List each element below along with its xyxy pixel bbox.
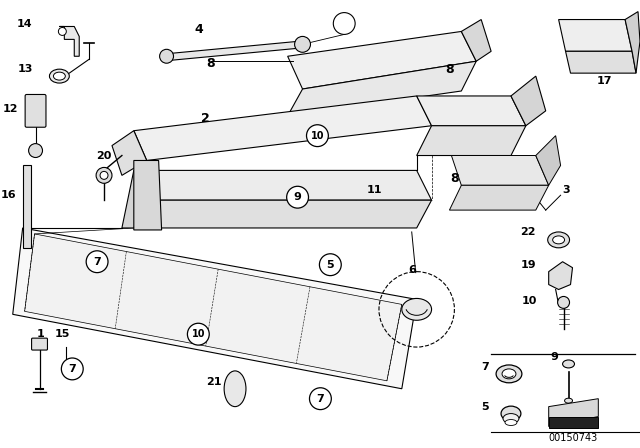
Polygon shape (548, 399, 598, 426)
Text: 9: 9 (550, 352, 559, 362)
Polygon shape (134, 96, 431, 160)
Ellipse shape (224, 371, 246, 407)
Polygon shape (172, 41, 298, 60)
Polygon shape (417, 96, 526, 126)
Text: 16: 16 (1, 190, 17, 200)
Polygon shape (24, 234, 402, 381)
Circle shape (58, 27, 67, 35)
Circle shape (319, 254, 341, 276)
Text: 19: 19 (339, 19, 350, 28)
Circle shape (86, 251, 108, 273)
Polygon shape (22, 165, 31, 248)
Text: 5: 5 (481, 401, 489, 412)
Text: 2: 2 (202, 112, 210, 125)
Text: 8: 8 (206, 57, 214, 70)
Polygon shape (511, 76, 546, 126)
FancyBboxPatch shape (25, 95, 46, 127)
Polygon shape (451, 155, 548, 185)
Text: 12: 12 (3, 104, 19, 114)
Polygon shape (536, 136, 561, 185)
Text: 20: 20 (97, 151, 112, 160)
Circle shape (159, 49, 173, 63)
Polygon shape (287, 31, 476, 89)
Ellipse shape (53, 72, 65, 80)
Text: 7: 7 (68, 364, 76, 374)
Ellipse shape (503, 414, 519, 423)
Text: 8: 8 (445, 63, 454, 76)
Circle shape (294, 36, 310, 52)
Text: 9: 9 (294, 192, 301, 202)
Polygon shape (548, 417, 598, 428)
Text: 13: 13 (17, 64, 33, 74)
Polygon shape (134, 160, 162, 230)
Polygon shape (559, 20, 632, 52)
Text: 3: 3 (563, 185, 570, 195)
Ellipse shape (402, 298, 431, 320)
Text: 17: 17 (596, 76, 612, 86)
Text: 10: 10 (310, 131, 324, 141)
Circle shape (29, 144, 42, 158)
Polygon shape (122, 170, 147, 228)
Circle shape (61, 358, 83, 380)
Ellipse shape (505, 419, 517, 426)
Polygon shape (13, 228, 417, 389)
Ellipse shape (501, 406, 521, 421)
Text: 18: 18 (136, 190, 152, 200)
Text: 8: 8 (450, 172, 459, 185)
Polygon shape (548, 262, 573, 289)
Ellipse shape (564, 398, 573, 403)
Circle shape (557, 297, 570, 308)
Polygon shape (417, 126, 526, 155)
Circle shape (287, 186, 308, 208)
Text: 00150743: 00150743 (548, 433, 597, 444)
Circle shape (188, 323, 209, 345)
Text: 19: 19 (521, 260, 537, 270)
Text: 4: 4 (194, 23, 203, 36)
Polygon shape (287, 61, 476, 116)
Circle shape (333, 13, 355, 34)
Text: 21: 21 (205, 377, 221, 387)
Polygon shape (449, 185, 548, 210)
Polygon shape (112, 131, 147, 175)
Text: 11: 11 (366, 185, 381, 195)
Circle shape (96, 168, 112, 183)
Ellipse shape (563, 360, 575, 368)
Polygon shape (625, 12, 640, 73)
Ellipse shape (502, 369, 516, 379)
Polygon shape (60, 26, 79, 56)
Text: 7: 7 (317, 394, 324, 404)
Ellipse shape (553, 236, 564, 244)
Text: 7: 7 (481, 362, 489, 372)
Text: 10: 10 (522, 297, 537, 306)
Text: 22: 22 (520, 227, 536, 237)
Circle shape (310, 388, 332, 409)
Polygon shape (461, 20, 491, 61)
Text: 14: 14 (17, 18, 33, 29)
Polygon shape (566, 52, 636, 73)
Circle shape (307, 125, 328, 146)
Text: 1: 1 (36, 329, 45, 339)
Text: 6: 6 (408, 265, 415, 275)
Text: 10: 10 (191, 329, 205, 339)
Polygon shape (134, 170, 431, 200)
FancyBboxPatch shape (31, 338, 47, 350)
Ellipse shape (49, 69, 69, 83)
Ellipse shape (548, 232, 570, 248)
Text: 5: 5 (326, 260, 334, 270)
Text: 15: 15 (54, 329, 70, 339)
Circle shape (100, 172, 108, 179)
Polygon shape (134, 200, 431, 228)
Text: 7: 7 (93, 257, 101, 267)
Ellipse shape (496, 365, 522, 383)
